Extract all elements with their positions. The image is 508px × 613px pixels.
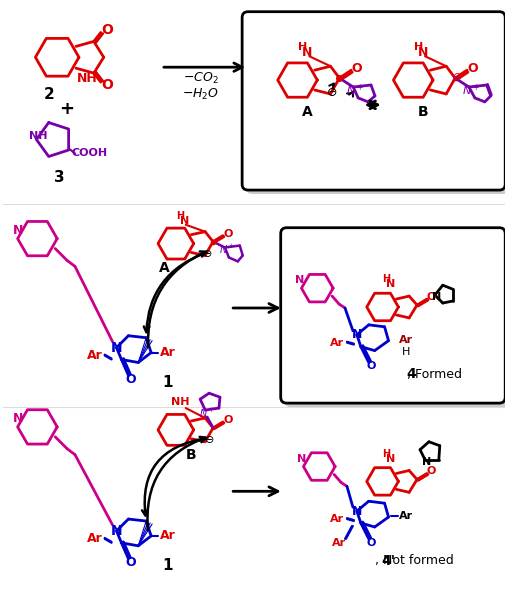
Text: N: N	[386, 454, 395, 463]
Text: $\ominus$: $\ominus$	[202, 248, 212, 259]
Text: O: O	[426, 466, 435, 476]
Text: NH: NH	[77, 72, 97, 85]
Text: N: N	[12, 413, 23, 425]
Text: +: +	[59, 100, 75, 118]
Text: , Not formed: , Not formed	[375, 554, 454, 567]
Text: H: H	[414, 42, 423, 52]
Text: O: O	[467, 62, 478, 75]
Text: Ar: Ar	[330, 338, 344, 348]
Text: O: O	[352, 62, 363, 75]
Text: 1: 1	[163, 375, 173, 390]
Text: O: O	[366, 538, 375, 548]
Text: Ar: Ar	[87, 349, 103, 362]
Text: Ar: Ar	[160, 530, 176, 543]
Text: $N^+$: $N^+$	[346, 82, 364, 97]
Text: Ar: Ar	[330, 514, 344, 524]
Text: A: A	[158, 261, 169, 275]
Text: N: N	[302, 46, 312, 59]
Text: $N^+$: $N^+$	[199, 406, 215, 419]
Text: $-H_2O$: $-H_2O$	[182, 88, 219, 102]
Text: O: O	[223, 229, 233, 238]
Text: $N^+$: $N^+$	[462, 82, 480, 97]
Text: 2: 2	[44, 88, 55, 102]
Text: O: O	[125, 556, 136, 569]
Text: B: B	[418, 105, 428, 119]
Text: 4: 4	[406, 367, 416, 381]
Text: Ar: Ar	[399, 511, 414, 521]
Text: N: N	[12, 224, 23, 237]
Text: 1: 1	[163, 558, 173, 573]
FancyBboxPatch shape	[242, 12, 505, 190]
Text: N: N	[111, 524, 122, 538]
Text: H: H	[176, 211, 184, 221]
Text: Ar: Ar	[160, 346, 176, 359]
Text: O: O	[102, 23, 114, 37]
Text: $-CO_2$: $-CO_2$	[183, 70, 218, 86]
Text: N: N	[352, 328, 362, 341]
Text: N: N	[297, 454, 306, 463]
Text: H: H	[298, 42, 307, 52]
Text: B: B	[185, 447, 196, 462]
Text: O: O	[223, 415, 233, 425]
Text: N: N	[386, 279, 395, 289]
Text: $\ominus$: $\ominus$	[452, 70, 462, 82]
Text: N: N	[418, 46, 428, 59]
Text: 4': 4'	[382, 554, 396, 568]
Text: O: O	[426, 292, 435, 302]
Text: , Formed: , Formed	[406, 368, 461, 381]
Text: $\ominus$: $\ominus$	[326, 86, 337, 99]
Text: H: H	[383, 449, 391, 459]
Text: Ar: Ar	[332, 538, 346, 548]
Text: N: N	[352, 504, 362, 517]
Text: O: O	[125, 373, 136, 386]
Text: NH: NH	[171, 397, 189, 407]
Text: Ar: Ar	[399, 335, 414, 345]
FancyBboxPatch shape	[281, 227, 505, 403]
FancyBboxPatch shape	[246, 16, 508, 194]
Text: N: N	[432, 292, 441, 302]
Text: A: A	[302, 105, 313, 119]
Text: $\ominus$: $\ominus$	[204, 434, 214, 445]
Text: $N^+$: $N^+$	[219, 243, 235, 256]
Text: Ar: Ar	[87, 532, 103, 546]
Text: H: H	[383, 274, 391, 284]
Text: N: N	[422, 457, 432, 466]
Text: N: N	[180, 216, 189, 226]
Text: O: O	[366, 362, 375, 371]
Text: N: N	[295, 275, 304, 285]
Text: COOH: COOH	[72, 148, 108, 158]
Text: 3: 3	[54, 170, 65, 185]
Text: N: N	[111, 341, 122, 355]
FancyBboxPatch shape	[284, 232, 508, 407]
Text: NH: NH	[29, 131, 48, 140]
Text: H: H	[402, 346, 410, 357]
Text: O: O	[102, 78, 114, 92]
